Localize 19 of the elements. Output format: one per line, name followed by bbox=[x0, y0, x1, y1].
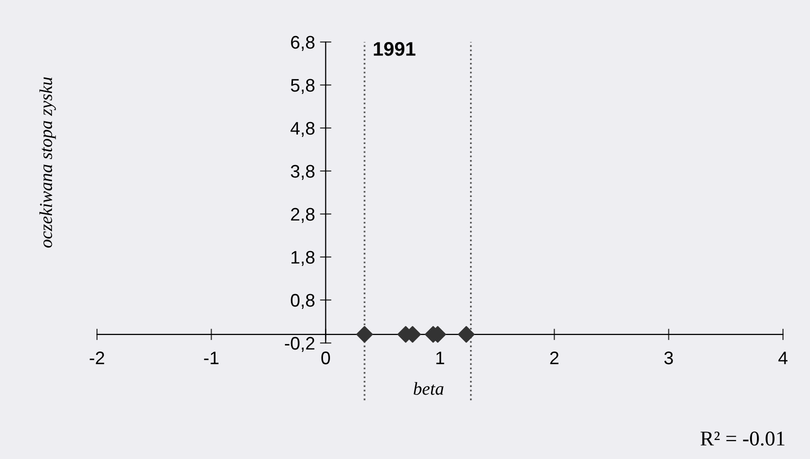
y-axis-title: oczekiwana stopa zysku bbox=[39, 77, 56, 248]
x-tick-label: 2 bbox=[550, 352, 558, 364]
y-tick-label: 4,8 bbox=[290, 122, 314, 137]
y-tick-label: 5,8 bbox=[290, 78, 314, 94]
y-tick-label: 2,8 bbox=[291, 208, 314, 223]
y-tick-label: -0,2 bbox=[284, 336, 314, 352]
x-tick-label: 4 bbox=[778, 352, 788, 364]
x-tick-label: 3 bbox=[664, 352, 673, 364]
chart-title: 1991 bbox=[374, 42, 416, 56]
y-tick-label: 0,8 bbox=[290, 294, 314, 309]
text: R² = -0.01 bbox=[700, 432, 784, 446]
x-tick-label: -2 bbox=[90, 352, 104, 364]
x-tick-label: -1 bbox=[204, 352, 218, 364]
y-tick-label: 3,8 bbox=[290, 164, 314, 180]
x-tick-label: 0 bbox=[321, 352, 330, 364]
x-axis-title: beta bbox=[414, 382, 444, 395]
x-tick-label: 1 bbox=[436, 352, 444, 364]
y-tick-label: 1,8 bbox=[292, 250, 314, 266]
y-tick-label: 6,8 bbox=[291, 36, 314, 51]
